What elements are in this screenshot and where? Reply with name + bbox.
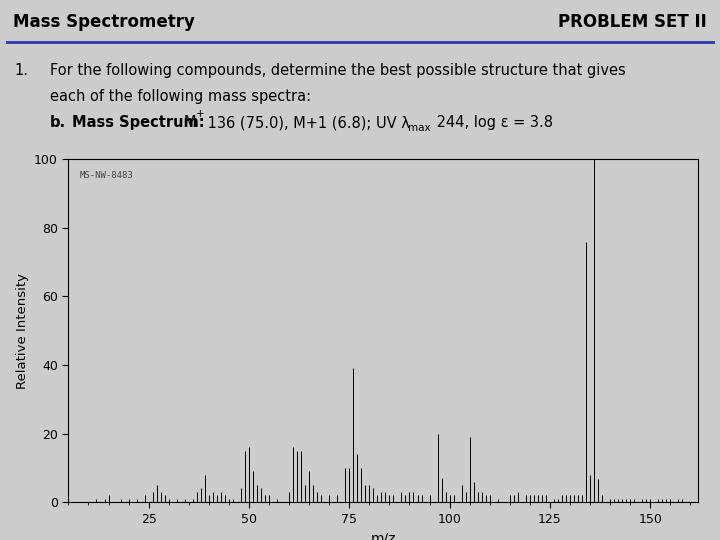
Text: Mass Spectrometry: Mass Spectrometry (13, 13, 195, 31)
Text: 244, log ε = 3.8: 244, log ε = 3.8 (432, 115, 553, 130)
Text: max: max (408, 123, 431, 133)
X-axis label: m/z: m/z (371, 531, 396, 540)
Text: MS-NW-8483: MS-NW-8483 (80, 171, 133, 180)
Text: PROBLEM SET II: PROBLEM SET II (558, 13, 707, 31)
Text: Mass Spectrum:: Mass Spectrum: (72, 115, 204, 130)
Text: For the following compounds, determine the best possible structure that gives: For the following compounds, determine t… (50, 63, 626, 78)
Text: M: M (184, 115, 197, 130)
Text: b.: b. (50, 115, 66, 130)
Text: 136 (75.0), M+1 (6.8); UV λ: 136 (75.0), M+1 (6.8); UV λ (203, 115, 410, 130)
Text: each of the following mass spectra:: each of the following mass spectra: (50, 89, 311, 104)
Y-axis label: Relative Intensity: Relative Intensity (16, 273, 29, 389)
Text: +: + (196, 109, 204, 119)
Text: 1.: 1. (14, 63, 28, 78)
